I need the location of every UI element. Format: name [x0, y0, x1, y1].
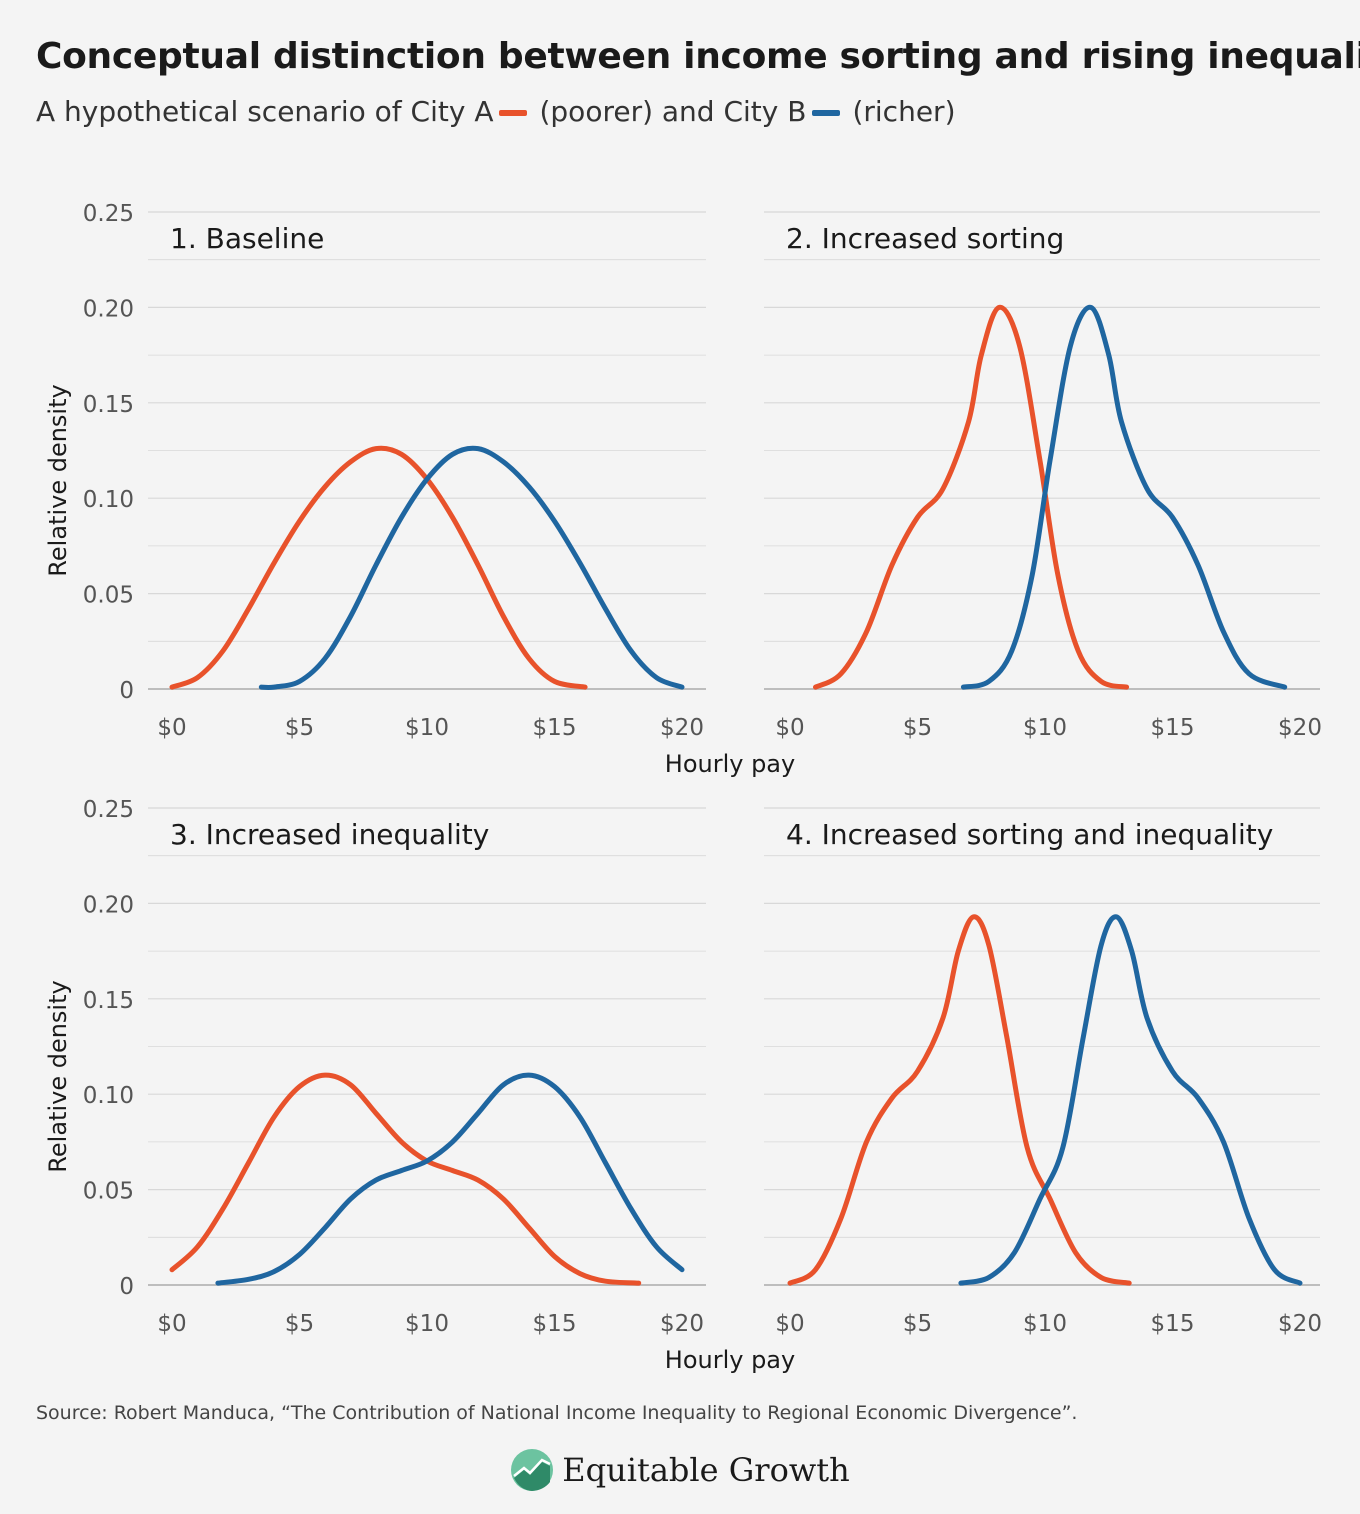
panel-title: 4. Increased sorting and inequality [786, 818, 1273, 851]
x-tick-label: $20 [1278, 1311, 1322, 1337]
city-a-density-line [787, 914, 1132, 1286]
x-tick-label: $0 [157, 715, 186, 741]
city-b-legend-label: (richer) [852, 95, 956, 128]
y-tick-label: 0.10 [83, 487, 134, 513]
x-axis-label: Hourly pay [665, 1346, 795, 1374]
x-tick-label: $20 [660, 1311, 704, 1337]
x-tick-label: $15 [1151, 1311, 1195, 1337]
x-axis-label: Hourly pay [665, 750, 795, 778]
x-tick-label: $15 [533, 715, 577, 741]
panel-4: $0 $5 $10 $15 $20 4. Increased sorting and in… [764, 807, 1322, 1337]
source-note: Source: Robert Manduca, “The Contributio… [36, 1402, 1078, 1424]
x-tick-label: $5 [903, 1311, 932, 1337]
city-b-density-line [215, 1072, 685, 1286]
small-multiples-chart: 0 0.05 0.10 0.15 0.20 0.25 $0 $5 $10 $15 $20 1. Bas… [44, 201, 1322, 1374]
x-tick-label: $10 [405, 1311, 449, 1337]
x-tick-label: $10 [1023, 1311, 1067, 1337]
city-b-density-line [958, 914, 1303, 1286]
chart-title: Conceptual distinction between income so… [36, 36, 1360, 77]
y-tick-label: 0.15 [83, 988, 134, 1014]
growth-chart-logo-icon [511, 1449, 554, 1491]
x-tick-label: $10 [405, 715, 449, 741]
city-a-legend-swatch [499, 109, 528, 116]
x-tick-label: $15 [1151, 715, 1195, 741]
city-a-density-line [169, 1072, 642, 1286]
y-tick-label: 0.10 [83, 1083, 134, 1109]
y-axis-label: Relative density [44, 384, 72, 576]
x-tick-label: $5 [285, 715, 314, 741]
city-b-legend-swatch [812, 109, 841, 116]
y-tick-label: 0 [119, 1274, 134, 1300]
x-tick-label: $10 [1023, 715, 1067, 741]
panel-2: $0 $5 $10 $15 $20 2. Increased sorting [764, 211, 1322, 741]
x-tick-label: $0 [775, 715, 804, 741]
panel-title: 1. Baseline [170, 222, 324, 255]
x-tick-label: $20 [1278, 715, 1322, 741]
y-tick-label: 0.25 [83, 797, 134, 823]
x-tick-label: $15 [533, 1311, 577, 1337]
x-tick-label: $0 [157, 1311, 186, 1337]
y-tick-label: 0 [119, 678, 134, 704]
brand-footer: Equitable Growth [0, 1448, 1360, 1492]
panel-title: 2. Increased sorting [786, 222, 1064, 255]
city-b-density-line [960, 304, 1288, 690]
panel-title: 3. Increased inequality [170, 818, 489, 851]
x-tick-label: $5 [903, 715, 932, 741]
x-tick-label: $20 [660, 715, 704, 741]
city-a-density-line [813, 304, 1130, 690]
panel-3: 0 0.05 0.10 0.15 0.20 0.25 $0 $5 $10 $15 $20 3. Inc… [44, 797, 706, 1337]
y-tick-label: 0.15 [83, 392, 134, 418]
y-tick-label: 0.25 [83, 201, 134, 227]
chart-subtitle: A hypothetical scenario of City A (poore… [36, 95, 956, 128]
brand-name: Equitable Growth [562, 1451, 850, 1489]
y-tick-label: 0.20 [83, 296, 134, 322]
x-tick-label: $0 [775, 1311, 804, 1337]
city-a-legend-label: (poorer) and City B [539, 95, 807, 128]
city-a-density-line [169, 445, 588, 690]
y-tick-label: 0.05 [83, 1179, 134, 1205]
y-tick-label: 0.05 [83, 583, 134, 609]
y-tick-label: 0.20 [83, 892, 134, 918]
city-b-density-line [258, 445, 685, 690]
x-tick-label: $5 [285, 1311, 314, 1337]
y-axis-label: Relative density [44, 980, 72, 1172]
panel-1: 0 0.05 0.10 0.15 0.20 0.25 $0 $5 $10 $15 $20 1. Bas… [44, 201, 706, 741]
subtitle-prefix: A hypothetical scenario of City A [36, 95, 494, 128]
